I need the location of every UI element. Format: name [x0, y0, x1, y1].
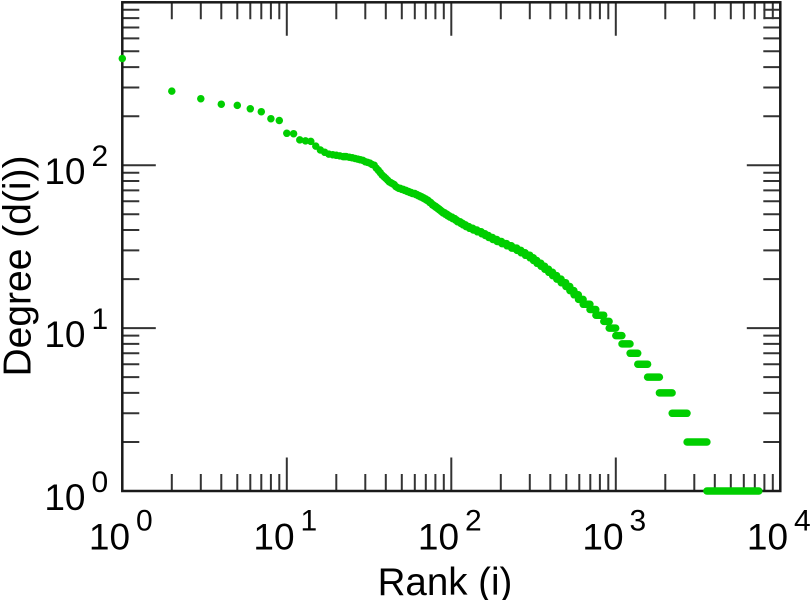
svg-text:1: 1	[92, 303, 109, 336]
svg-text:1: 1	[301, 505, 318, 538]
svg-text:4: 4	[794, 505, 811, 538]
svg-text:10: 10	[418, 517, 459, 558]
svg-text:10: 10	[747, 517, 788, 558]
svg-text:10: 10	[44, 314, 85, 355]
svg-text:0: 0	[136, 505, 153, 538]
svg-text:10: 10	[582, 517, 623, 558]
svg-text:3: 3	[630, 505, 647, 538]
svg-text:2: 2	[92, 140, 109, 173]
svg-text:10: 10	[44, 477, 85, 518]
svg-text:2: 2	[465, 505, 482, 538]
svg-text:Rank (i): Rank (i)	[378, 561, 513, 600]
svg-text:0: 0	[92, 466, 109, 499]
svg-text:Degree (d(i)): Degree (d(i))	[0, 155, 40, 376]
svg-text:10: 10	[253, 517, 294, 558]
svg-text:10: 10	[44, 151, 85, 192]
svg-text:10: 10	[89, 517, 130, 558]
